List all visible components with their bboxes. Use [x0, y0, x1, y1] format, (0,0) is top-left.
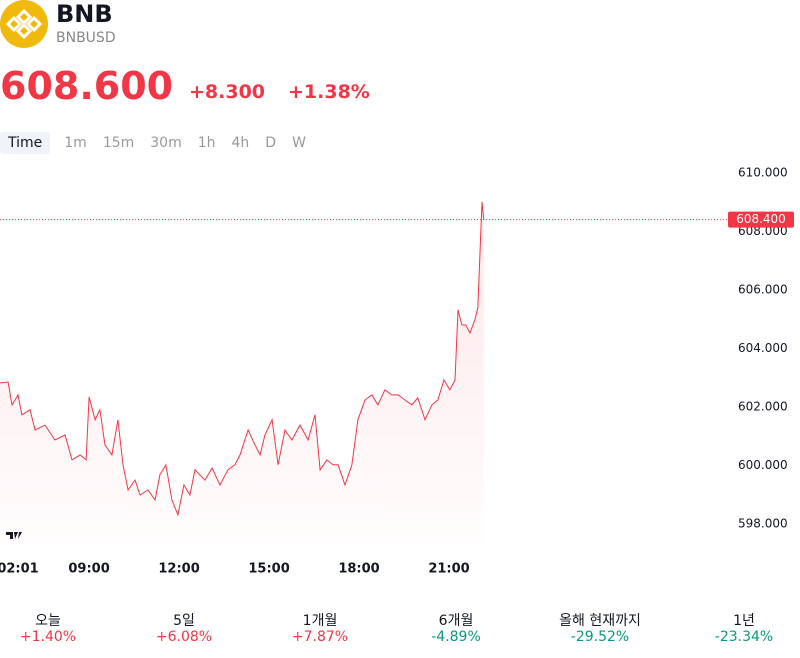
y-tick-label: 600.000: [738, 458, 788, 472]
change: +8.300: [189, 81, 266, 103]
y-tick-label: 606.000: [738, 282, 788, 296]
perf-label: 5일: [173, 613, 195, 629]
perf-label: 올해 현재까지: [559, 613, 641, 629]
x-tick-label: 15:00: [248, 562, 289, 577]
perf-value: +1.40%: [19, 629, 77, 645]
perf-label: 오늘: [35, 613, 61, 629]
last-price-label: 608.400: [736, 212, 786, 226]
x-tick-label: 21:00: [428, 562, 469, 577]
x-tick-label: 18:00: [338, 562, 379, 577]
y-tick-label: 602.000: [738, 399, 788, 413]
performance: 오늘 +1.40% 5일 +6.08% 1개월 +7.87% 6개월 -4.89% 올해 현재까…: [0, 610, 800, 650]
timeframe-button[interactable]: 4h: [231, 135, 250, 151]
logo: [0, 0, 48, 48]
y-tick-label: 598.000: [738, 516, 788, 530]
perf-label: 1년: [733, 613, 755, 629]
perf-value: -4.89%: [431, 629, 481, 645]
symbol: BNB: [56, 0, 113, 28]
change-pct: +1.38%: [288, 81, 370, 103]
x-tick-label: 09:00: [68, 562, 109, 577]
price: 608.600: [0, 64, 174, 108]
timeframes: Time 1m 15m 30m 1h 4h D W: [0, 132, 314, 154]
timeframe-button[interactable]: D: [265, 135, 277, 151]
perf-label: 6개월: [438, 613, 474, 629]
perf-label: 1개월: [302, 613, 338, 629]
ticker: BNBUSD: [56, 30, 116, 46]
perf-value: +7.87%: [291, 629, 349, 645]
timeframe-button[interactable]: W: [292, 135, 306, 151]
area: [0, 201, 484, 546]
perf-value: -23.34%: [714, 629, 774, 645]
last-price-tag: [728, 211, 794, 228]
timeframe-button[interactable]: 1h: [197, 135, 216, 151]
line: [0, 201, 485, 517]
y-tick-label: 604.000: [738, 341, 788, 355]
x-tick-label: 02:01: [0, 562, 39, 577]
perf-value: -29.52%: [570, 629, 630, 645]
timeframe-button[interactable]: Time: [0, 132, 51, 154]
perf-value: +6.08%: [155, 629, 213, 645]
timeframe-button[interactable]: 15m: [102, 135, 135, 151]
y-tick-label: 610.000: [738, 165, 788, 179]
timeframe-button[interactable]: 1m: [64, 135, 87, 151]
timeframe-button[interactable]: 30m: [150, 135, 182, 151]
x-tick-label: 12:00: [158, 562, 199, 577]
